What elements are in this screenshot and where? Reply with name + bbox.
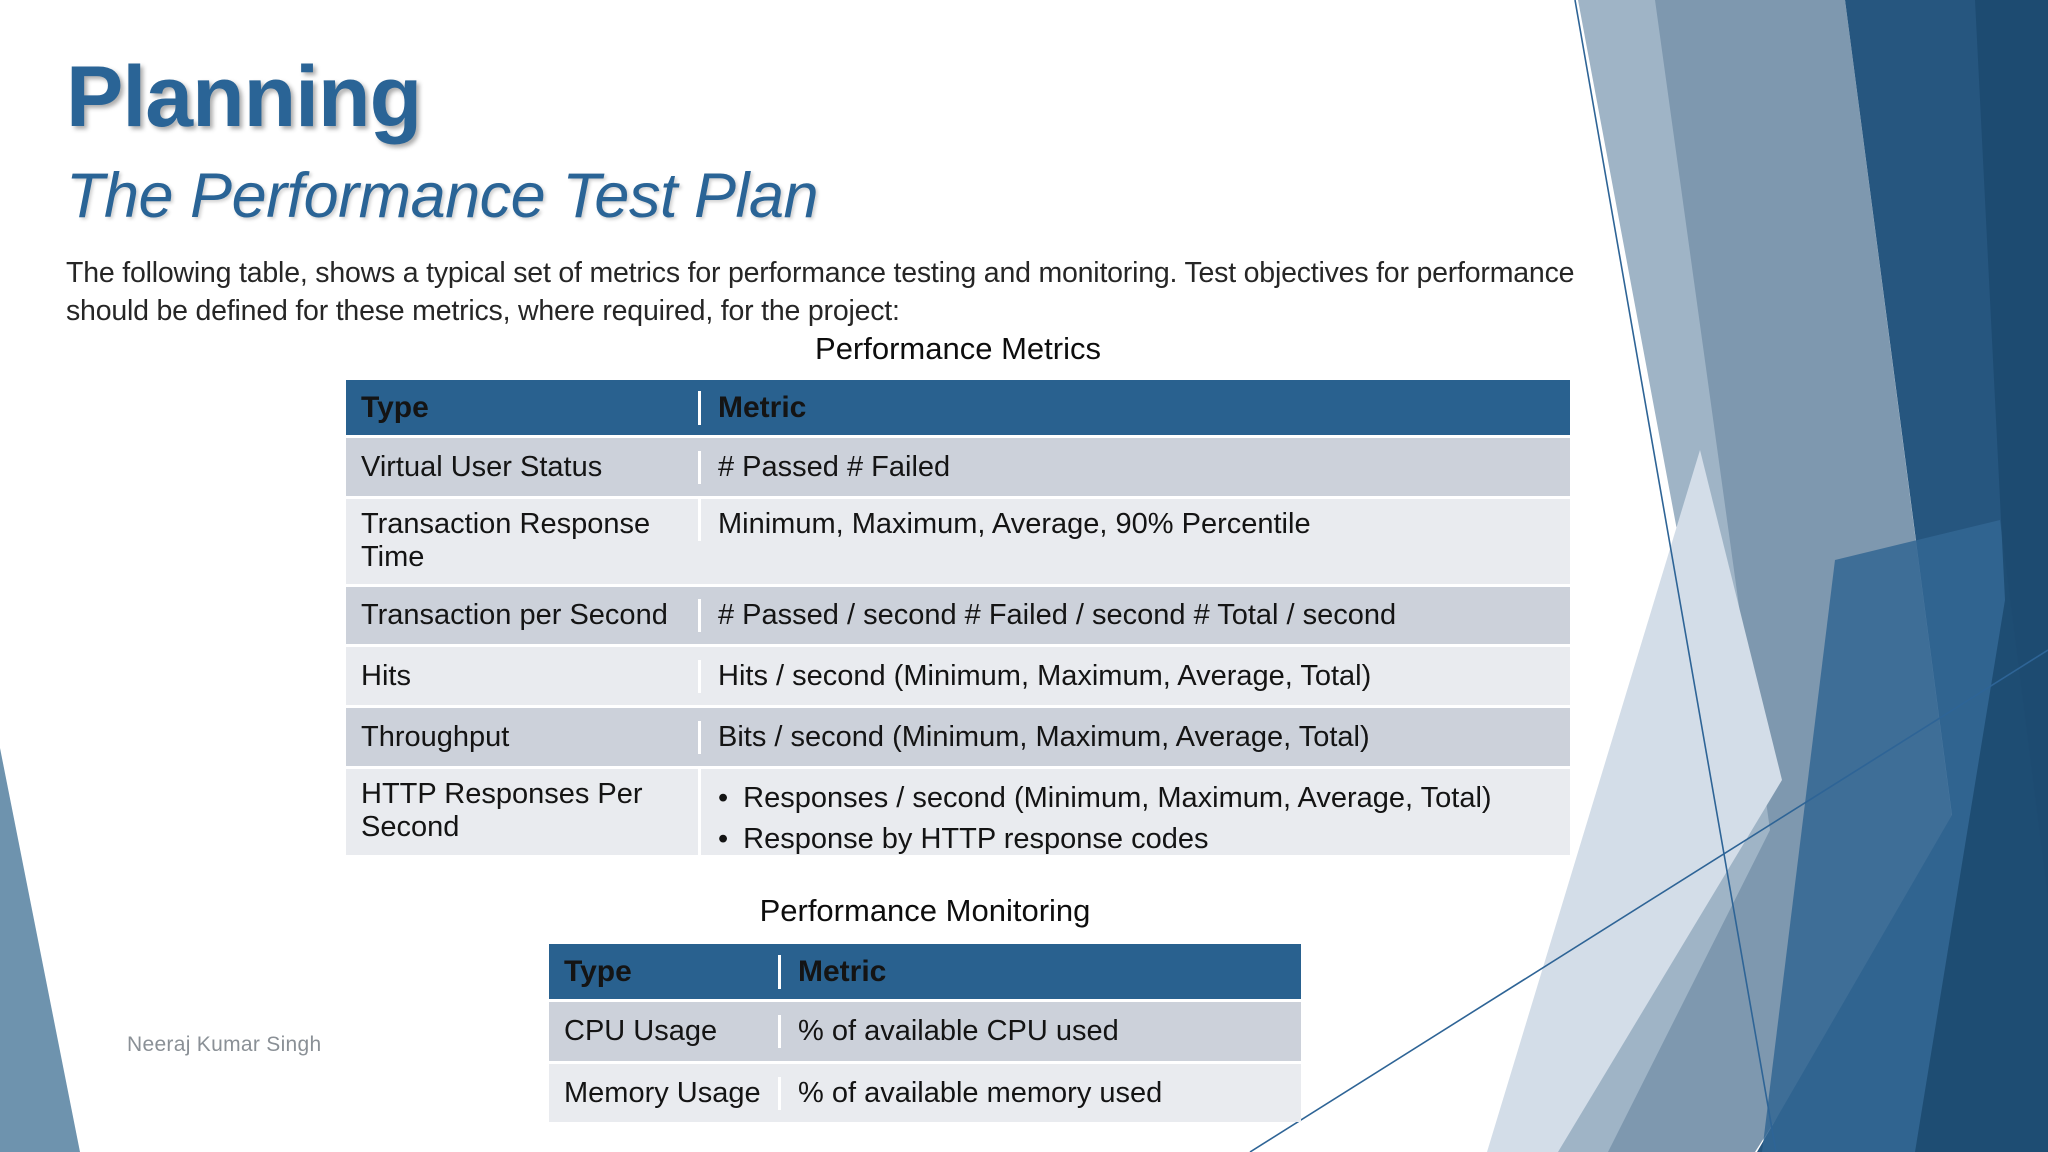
row-metric-cell: Bits / second (Minimum, Maximum, Average…: [698, 720, 1570, 754]
footer-author: Neeraj Kumar Singh: [127, 1033, 322, 1056]
table-row: Memory Usage % of available memory used: [549, 1064, 1301, 1122]
row-metric-cell: # Passed / second # Failed / second # To…: [698, 599, 1570, 632]
monitoring-table: Type Metric CPU Usage % of available CPU…: [549, 944, 1301, 1122]
row-type-cell: Transaction Response Time: [361, 508, 651, 573]
metrics-table-header-row: Type Metric: [346, 380, 1570, 435]
page-title: Planning: [66, 49, 422, 145]
page-subtitle: The Performance Test Plan: [66, 161, 819, 231]
metrics-header-type: Type: [361, 390, 429, 424]
row-type-cell: HTTP Responses Per Second: [361, 778, 643, 843]
metric-bullet-item: • Responses / second (Minimum, Maximum, …: [718, 778, 1560, 819]
table-row: Transaction per Second # Passed / second…: [346, 587, 1570, 644]
row-type-cell: Transaction per Second: [361, 599, 668, 631]
bullet-icon: •: [718, 782, 729, 814]
table-row: Transaction Response Time Minimum, Maxim…: [346, 499, 1570, 584]
table-row: HTTP Responses Per Second • Responses / …: [346, 769, 1570, 860]
row-type-cell: CPU Usage: [564, 1015, 718, 1047]
metrics-header-metric: Metric: [698, 390, 1570, 425]
row-type-cell: Hits: [361, 659, 411, 692]
bullet-icon: •: [718, 822, 729, 855]
row-metric-cell: Hits / second (Minimum, Maximum, Average…: [698, 659, 1570, 693]
metrics-table: Type Metric Virtual User Status # Passed…: [346, 380, 1570, 860]
row-type-cell: Virtual User Status: [361, 450, 603, 483]
monitoring-header-type: Type: [564, 954, 632, 988]
table-row: CPU Usage % of available CPU used: [549, 1002, 1301, 1061]
bullet-text: Response by HTTP response codes: [743, 822, 1209, 855]
metric-bullet-item: • Response by HTTP response codes: [718, 819, 1560, 860]
table-row: Throughput Bits / second (Minimum, Maxim…: [346, 708, 1570, 766]
row-metric-cell: Minimum, Maximum, Average, 90% Percentil…: [698, 499, 1570, 541]
metrics-table-caption: Performance Metrics: [815, 331, 1101, 366]
table-row: Virtual User Status # Passed # Failed: [346, 438, 1570, 496]
monitoring-table-caption: Performance Monitoring: [759, 893, 1091, 928]
row-metric-cell: % of available CPU used: [778, 1015, 1301, 1048]
row-metric-cell: • Responses / second (Minimum, Maximum, …: [698, 769, 1570, 860]
monitoring-header-metric: Metric: [778, 954, 1301, 989]
table-row: Hits Hits / second (Minimum, Maximum, Av…: [346, 647, 1570, 705]
bullet-text: Responses / second (Minimum, Maximum, Av…: [743, 782, 1492, 814]
row-type-cell: Memory Usage: [564, 1076, 761, 1109]
row-metric-cell: % of available memory used: [778, 1076, 1301, 1110]
row-type-cell: Throughput: [361, 720, 510, 753]
intro-paragraph: The following table, shows a typical set…: [66, 257, 1575, 328]
row-metric-cell: # Passed # Failed: [698, 450, 1570, 484]
monitoring-table-header-row: Type Metric: [549, 944, 1301, 999]
